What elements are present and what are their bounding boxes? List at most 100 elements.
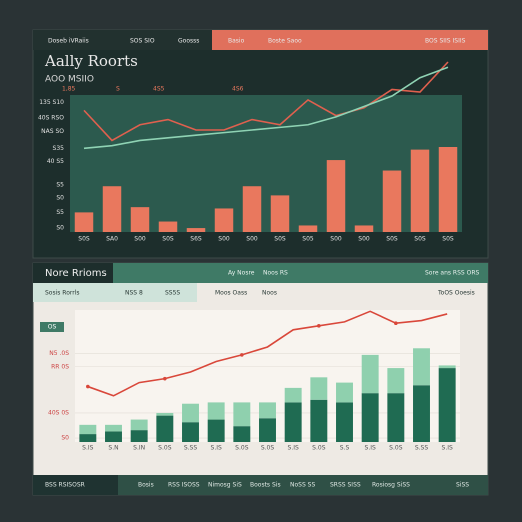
bar (326, 160, 346, 232)
bar (233, 426, 251, 442)
annotation: 4S6 (232, 86, 244, 93)
y-tick-label: NAS SO (41, 128, 64, 135)
x-tick-label: S.0S (158, 445, 172, 452)
y-tick-label: RR 0S (51, 363, 69, 370)
x-tick-label: S.0S (235, 445, 249, 452)
x-tick-label: S0S (386, 236, 398, 243)
top-header-accent (212, 30, 488, 50)
line-point (240, 353, 244, 357)
label: Doseb iVRaiis (48, 38, 89, 45)
annotation: S (116, 86, 120, 93)
bar (207, 402, 225, 420)
x-tick-label: S0S (414, 236, 426, 243)
bar (156, 415, 174, 442)
label: Rosiosg SiSS (372, 482, 410, 489)
x-tick-label: S00 (218, 236, 230, 243)
bar (130, 207, 150, 232)
badge-text: OS (48, 324, 57, 331)
x-tick-label: S.IN (133, 445, 145, 452)
line-point (394, 321, 398, 326)
x-tick-label: S.SS (415, 445, 429, 452)
bar (298, 225, 318, 232)
bar (336, 382, 353, 403)
x-tick-label: S.0S (389, 445, 403, 452)
bar (105, 424, 122, 432)
bar (413, 385, 430, 442)
label: NSS 8 (125, 290, 143, 297)
y-tick-label: 40S RSO (38, 115, 64, 122)
bar (182, 422, 199, 442)
x-tick-label: S.IS (82, 445, 93, 452)
x-tick-label: S05 (302, 236, 314, 243)
label: Sore ans RSS ORS (425, 270, 480, 277)
label: Nimosg SiS (208, 482, 242, 489)
line-point (163, 376, 167, 381)
bar (156, 412, 174, 416)
bar (259, 402, 276, 419)
bar (182, 403, 199, 423)
bar (214, 208, 234, 232)
x-tick-label: S.IS (211, 445, 222, 452)
label: SOS SIO (130, 38, 155, 45)
chart-subtitle: AOO MSIIO (45, 75, 94, 85)
plot-area (70, 95, 462, 232)
label: SiSS (456, 482, 469, 489)
x-tick-label: S.S (340, 445, 350, 452)
y-tick-label: S0 (61, 435, 69, 442)
x-tick-label: S.N (108, 445, 118, 452)
label: BOS SIIS ISIIS (425, 38, 466, 45)
label: RSS ISOSS (168, 482, 200, 489)
annotation: 4S5 (153, 86, 165, 93)
y-tick-label: N5 .0S (49, 350, 69, 357)
line (83, 66, 449, 150)
bar (410, 149, 430, 232)
x-tick-label: S00 (358, 236, 370, 243)
y-tick-label: S5 (56, 181, 64, 188)
bar (284, 387, 302, 403)
bar (79, 434, 97, 442)
label: SRSS SISS (330, 482, 361, 489)
y-tick-label: S35 (53, 145, 65, 152)
x-tick-label: S.IS (365, 445, 376, 452)
bar (207, 419, 225, 442)
bar (310, 399, 328, 442)
y-tick-label: 135 S10 (39, 99, 64, 106)
badge (40, 322, 64, 332)
bar (361, 393, 379, 442)
bar (310, 377, 328, 400)
label: Boosts Sis (250, 482, 281, 489)
label: Goosss (178, 38, 199, 45)
bar (438, 368, 456, 442)
bar (284, 402, 302, 442)
x-tick-label: S.0S (312, 445, 326, 452)
label: NoSS SS (290, 482, 315, 489)
bar (438, 365, 456, 369)
bar (270, 195, 290, 232)
bar (336, 402, 353, 442)
x-tick-label: S0S (274, 236, 286, 243)
top-header (33, 30, 212, 50)
bar (186, 228, 206, 232)
bar (413, 348, 430, 386)
bar (259, 418, 276, 442)
bar (105, 431, 122, 442)
label: Moos Oass (215, 290, 247, 297)
x-tick-label: S.IS (288, 445, 299, 452)
bar (438, 147, 458, 232)
y-tick-label: S0 (56, 225, 64, 232)
annotation: 1,85 (62, 86, 76, 93)
x-tick-label: S.0S (261, 445, 275, 452)
x-tick-label: S00 (134, 236, 146, 243)
line-point (86, 384, 90, 389)
line (83, 61, 449, 142)
x-tick-label: S.IS (442, 445, 453, 452)
x-tick-label: S0S (78, 236, 90, 243)
y-tick-label: 40S 0S (48, 409, 69, 416)
bar (354, 225, 374, 232)
label: Bosis (138, 482, 154, 489)
bar (74, 212, 94, 232)
line-point (317, 324, 321, 328)
line (87, 310, 448, 397)
bar (233, 402, 251, 427)
